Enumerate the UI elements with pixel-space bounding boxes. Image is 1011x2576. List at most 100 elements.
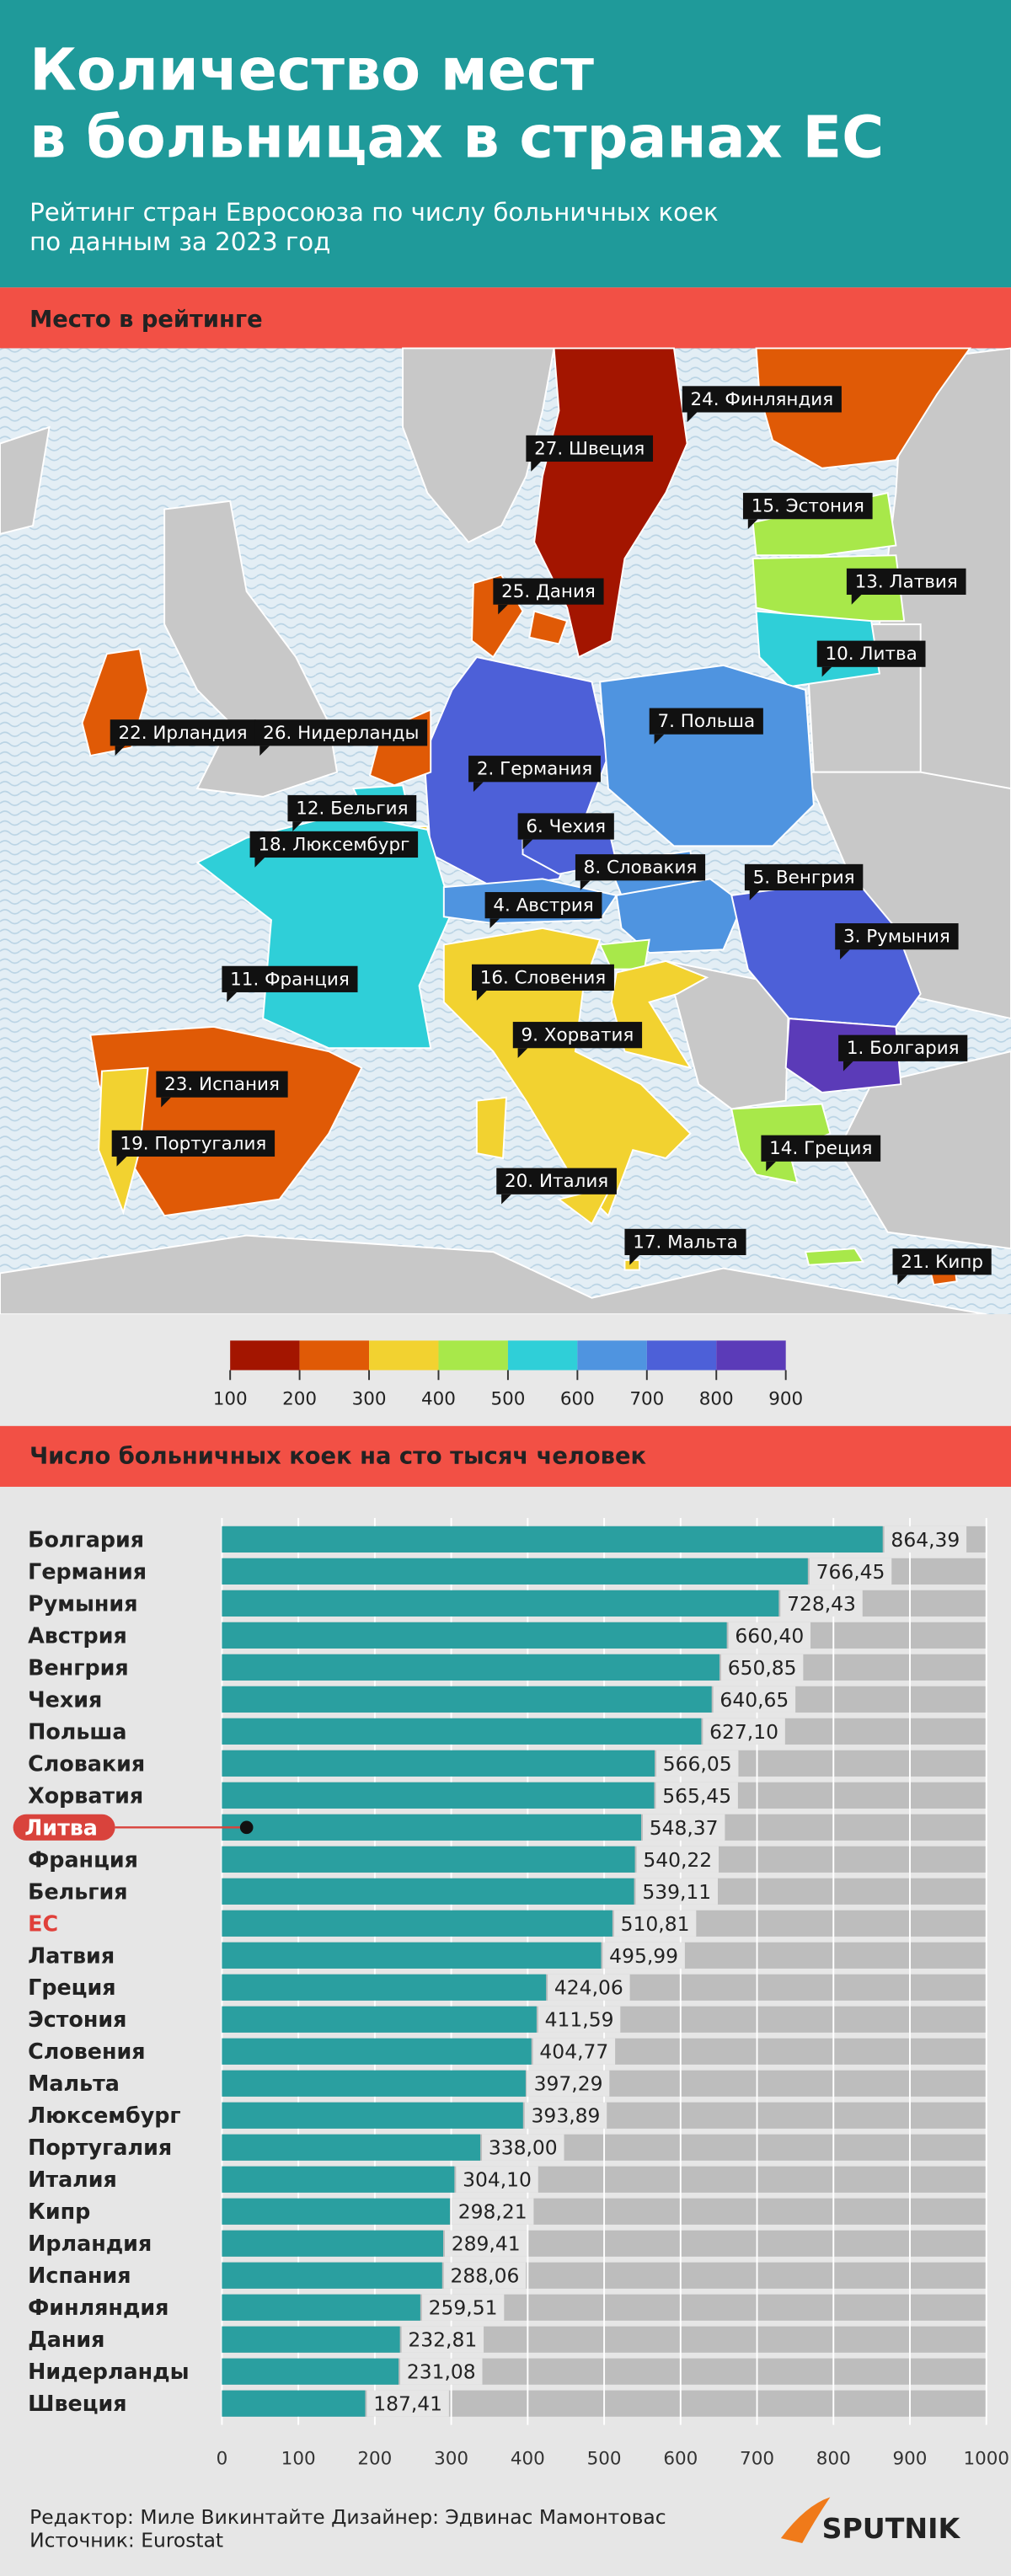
land (0, 425, 51, 535)
value-label-bg (636, 1846, 719, 1873)
value-label-bg (444, 2230, 527, 2257)
label-box (222, 965, 358, 992)
label-pointer (116, 1156, 127, 1167)
label-box (649, 708, 763, 735)
map-label: 4. Австрия (484, 891, 602, 928)
label-text: 6. Чехия (526, 816, 606, 837)
scale-cell (299, 1340, 370, 1371)
y-tick-label: Испания (28, 2263, 131, 2288)
y-tick-label: Мальта (28, 2071, 120, 2096)
value-label-bg (482, 2134, 564, 2161)
map-label: 1. Болгария (838, 1034, 968, 1072)
map-label: 8. Словакия (575, 854, 706, 891)
label-box (110, 719, 256, 746)
value-label-bg (538, 2006, 621, 2033)
x-tick-label: 700 (740, 2449, 774, 2470)
value-label: 404,77 (539, 2040, 608, 2064)
value-label-bg (655, 1782, 738, 1809)
label-pointer (522, 839, 533, 850)
map-label: 12. Бельгия (287, 794, 417, 831)
label-pointer (476, 991, 487, 1001)
label-box (496, 1168, 617, 1194)
highlight-dot (239, 1820, 254, 1835)
y-tick-label: Бельгия (28, 1879, 127, 1904)
map-label: 20. Италия (496, 1168, 617, 1205)
bar (222, 2230, 444, 2257)
bar (222, 1782, 655, 1809)
section-bar (0, 287, 1011, 349)
y-tick-label: Германия (28, 1558, 147, 1584)
label-text: 9. Хорватия (522, 1025, 634, 1046)
label-text: 24. Финляндия (691, 389, 834, 410)
bar (222, 1590, 779, 1617)
y-tick-label: Литва (24, 1814, 98, 1840)
value-label-bg (642, 1814, 725, 1841)
label-box (624, 1228, 746, 1255)
label-text: 23. Испания (164, 1074, 280, 1095)
map-label: 21. Кипр (892, 1248, 992, 1285)
bar-chart: 0 100 200 300 400 500 600 700 800 900 1000 864,39 Бо… (13, 1518, 1009, 2470)
y-tick-label: Латвия (28, 1943, 115, 1968)
bar (222, 1750, 655, 1777)
label-pointer (531, 462, 541, 472)
scale-cell (438, 1340, 508, 1371)
label-pointer (498, 604, 508, 615)
scale-label: 400 (421, 1389, 456, 1410)
y-tick-label: Португалия (28, 2135, 172, 2160)
label-text: 3. Румыния (843, 927, 950, 948)
y-tick-label: Финляндия (28, 2295, 168, 2320)
value-label: 495,99 (609, 1944, 678, 1968)
y-tick-label: Ирландия (28, 2231, 152, 2256)
y-tick-label: Швеция (28, 2391, 126, 2416)
bar (222, 1878, 634, 1905)
bar (222, 2294, 420, 2321)
label-text: 5. Венгрия (753, 867, 855, 888)
bar (222, 1974, 547, 2001)
label-pointer (840, 949, 850, 959)
scale-cell (507, 1340, 578, 1371)
color-scale: 100 200 300 400 500 600 700 800 900 (213, 1340, 803, 1410)
bar (222, 1526, 883, 1553)
label-text: 22. Ирландия (118, 723, 247, 744)
section-bar (0, 1425, 1011, 1487)
label-box (846, 568, 966, 595)
map-label: 11. Франция (222, 965, 358, 1002)
value-label-bg (400, 2358, 483, 2385)
value-label-bg (456, 2166, 538, 2193)
map-label: 17. Мальта (624, 1228, 746, 1265)
bar (222, 2326, 400, 2353)
map-label: 13. Латвия (846, 568, 966, 605)
value-label: 640,65 (719, 1688, 789, 1712)
value-label-bg (655, 1750, 739, 1777)
bar (222, 2070, 526, 2097)
label-text: 17. Мальта (633, 1232, 738, 1253)
y-tick-label: Польша (28, 1718, 126, 1744)
bar (222, 2166, 455, 2193)
map-label: 5. Венгрия (744, 863, 864, 901)
map-label: 24. Финляндия (682, 386, 842, 423)
bar (222, 1718, 702, 1745)
scale-cell (577, 1340, 647, 1371)
map-label: 23. Испания (156, 1071, 288, 1108)
y-tick-label: Дания (28, 2327, 104, 2352)
label-text: 7. Польша (657, 711, 755, 732)
value-label: 231,08 (407, 2360, 476, 2384)
value-label-bg (527, 2070, 610, 2097)
value-label-bg (451, 2198, 534, 2225)
value-label-bg (728, 1622, 811, 1649)
scale-cell (646, 1340, 717, 1371)
subtitle: по данным за 2023 год (29, 227, 330, 256)
label-box (816, 640, 926, 667)
value-label-bg (602, 1942, 685, 1969)
label-box (111, 1130, 275, 1157)
credits: Редактор: Миле Викинтайте Дизайнер: Эдви… (29, 2505, 666, 2529)
label-pointer (747, 519, 758, 529)
value-label: 660,40 (735, 1624, 804, 1648)
bar (222, 1846, 635, 1873)
bar (222, 2102, 523, 2129)
logo-mark (780, 2497, 831, 2543)
value-label: 393,89 (532, 2104, 601, 2128)
label-text: 20. Италия (505, 1171, 608, 1192)
map-label: 15. Эстония (742, 493, 873, 529)
value-label: 627,10 (709, 1720, 778, 1744)
